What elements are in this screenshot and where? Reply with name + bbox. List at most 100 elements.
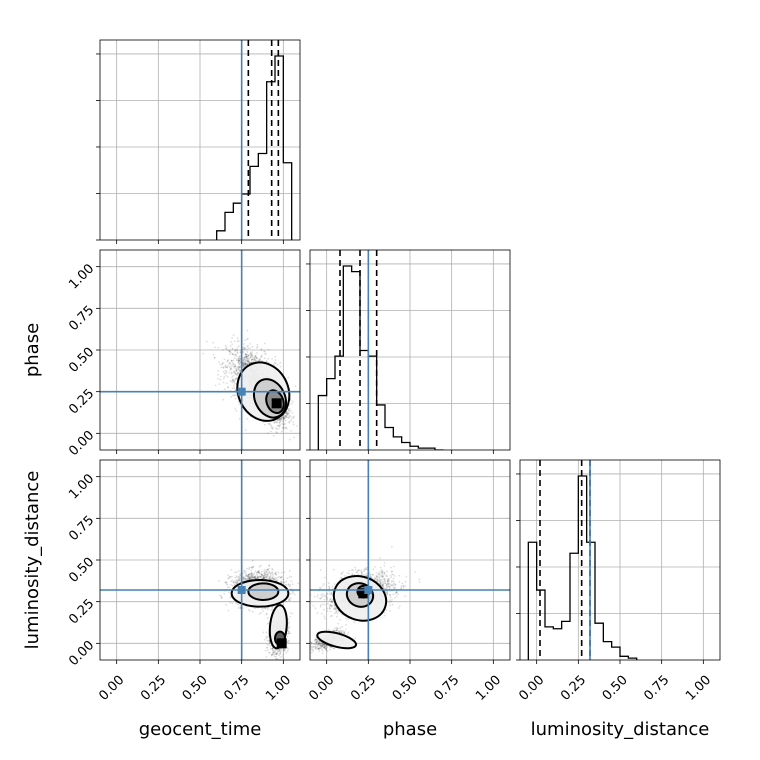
sample-point (271, 571, 273, 573)
panel-body (100, 250, 300, 450)
sample-point (244, 362, 247, 365)
sample-point (271, 606, 273, 609)
sample-point (274, 648, 277, 651)
sample-point (235, 602, 237, 604)
sample-point (244, 577, 247, 580)
sample-point (265, 612, 268, 615)
sample-point (213, 356, 216, 359)
sample-point (222, 381, 225, 384)
sample-point (230, 368, 233, 370)
sample-point (283, 648, 286, 651)
sample-point (289, 612, 292, 614)
sample-point (275, 657, 278, 660)
sample-point (267, 422, 270, 425)
sample-point (229, 369, 232, 372)
sample-point (282, 418, 285, 420)
sample-point (286, 412, 288, 415)
histogram-luminosity_distance (527, 475, 638, 660)
sample-point (221, 349, 224, 351)
sample-point (251, 354, 254, 356)
sample-point (290, 580, 293, 582)
sample-point (237, 359, 240, 361)
sample-point (279, 656, 282, 658)
sample-point (267, 649, 269, 651)
sample-point (258, 565, 261, 568)
sample-point (253, 357, 256, 359)
sample-point (227, 609, 230, 612)
sample-point (282, 416, 285, 419)
sample-point (253, 355, 256, 357)
sample-point (287, 632, 290, 635)
sample-point (288, 421, 291, 423)
sample-point (234, 394, 236, 396)
sample-point (263, 570, 266, 573)
sample-point (239, 360, 241, 363)
sample-point (243, 356, 246, 359)
sample-point (289, 599, 292, 602)
sample-point (247, 576, 250, 578)
sample-point (268, 570, 270, 573)
sample-point (231, 353, 234, 356)
sample-point (276, 363, 279, 366)
sample-point (280, 580, 283, 583)
sample-point (285, 427, 288, 429)
sample-point (262, 577, 265, 580)
sample-point (228, 577, 231, 580)
sample-point (275, 652, 278, 655)
sample-point (270, 573, 272, 575)
sample-point (323, 583, 325, 585)
sample-point (272, 653, 275, 656)
sample-point (271, 648, 274, 650)
sample-point (284, 415, 287, 417)
sample-point (223, 372, 226, 375)
sample-point (278, 425, 281, 428)
sample-point (227, 577, 230, 580)
sample-point (248, 573, 251, 576)
panel-body (216, 40, 293, 240)
sample-point (266, 568, 269, 571)
sample-point (254, 354, 257, 357)
sample-point (288, 621, 290, 623)
sample-point (268, 577, 271, 579)
sample-point (258, 576, 260, 579)
sample-point (223, 388, 226, 391)
sample-point (235, 571, 238, 573)
sample-point (236, 370, 238, 372)
sample-point (247, 359, 250, 362)
sample-point (286, 413, 289, 416)
sample-point (254, 607, 256, 610)
sample-point (221, 363, 224, 366)
sample-point (263, 569, 266, 571)
sample-point (242, 577, 245, 580)
sample-point (271, 578, 273, 580)
sample-point (274, 578, 277, 581)
sample-point (242, 577, 245, 579)
sample-point (287, 412, 289, 415)
sample-point (270, 653, 273, 656)
sample-point (232, 371, 235, 374)
sample-point (235, 358, 238, 361)
sample-point (248, 566, 251, 569)
sample-point (379, 574, 382, 576)
sample-point (219, 594, 222, 597)
sample-point (243, 579, 246, 581)
sample-point (243, 570, 246, 573)
sample-point (234, 340, 236, 343)
sample-point (256, 577, 259, 580)
sample-point (282, 653, 284, 656)
sample-point (282, 649, 285, 652)
sample-point (243, 365, 246, 368)
sample-point (275, 652, 277, 655)
sample-point (271, 647, 273, 650)
sample-point (293, 593, 296, 596)
sample-point (251, 358, 253, 361)
sample-point (227, 386, 229, 388)
sample-point (278, 418, 281, 420)
sample-point (267, 357, 270, 360)
sample-point (268, 578, 271, 580)
sample-point (282, 423, 285, 426)
sample-point (286, 635, 289, 638)
sample-point (294, 385, 297, 388)
sample-point (251, 346, 254, 348)
sample-point (247, 360, 250, 363)
